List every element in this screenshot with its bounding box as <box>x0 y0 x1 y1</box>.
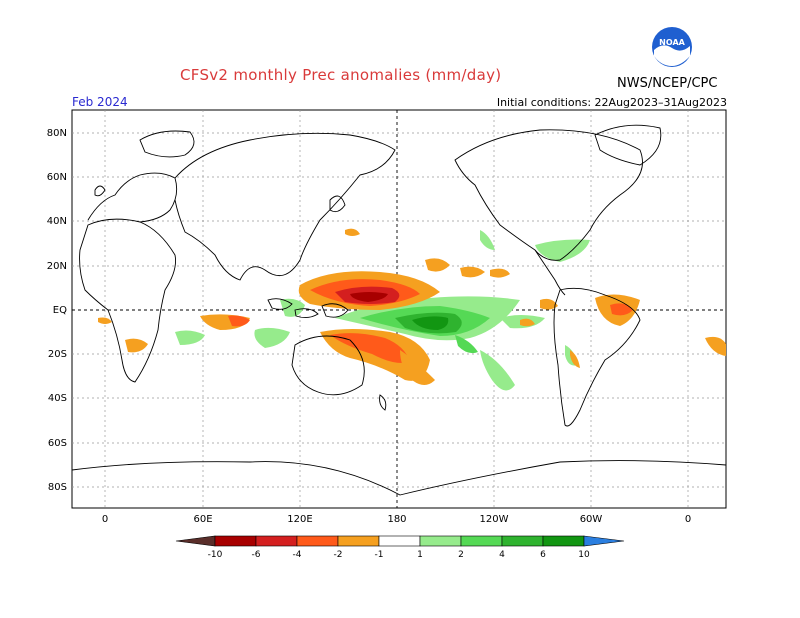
colorbar-swatch <box>296 535 339 547</box>
colorbar-swatch <box>175 535 216 547</box>
lon-label: 0 <box>102 514 108 525</box>
colorbar-swatch <box>460 535 503 547</box>
lon-label: 120E <box>287 514 312 525</box>
lat-label: 60S <box>48 438 67 449</box>
colorbar-label: -2 <box>334 550 343 560</box>
lat-label: EQ <box>53 305 67 316</box>
lat-label: 20N <box>47 261 67 272</box>
lat-label: 40S <box>48 393 67 404</box>
colorbar-label: 2 <box>458 550 464 560</box>
colorbar-label: 10 <box>578 550 590 560</box>
colorbar-swatch <box>378 535 421 547</box>
agency-label: NWS/NCEP/CPC <box>617 76 718 91</box>
precip-anomaly-shading <box>98 228 726 391</box>
forecast-period: Feb 2024 <box>72 95 128 109</box>
colorbar <box>175 535 625 547</box>
colorbar-label: 4 <box>499 550 505 560</box>
lat-label: 20S <box>48 349 67 360</box>
lat-label: 60N <box>47 172 67 183</box>
lon-label: 180 <box>387 514 406 525</box>
lat-label: 40N <box>47 216 67 227</box>
map-title: CFSv2 monthly Prec anomalies (mm/day) <box>180 66 502 84</box>
lon-label: 0 <box>685 514 691 525</box>
colorbar-swatch <box>419 535 462 547</box>
colorbar-label: -10 <box>208 550 223 560</box>
colorbar-swatch <box>542 535 585 547</box>
colorbar-swatch <box>255 535 298 547</box>
colorbar-label: -6 <box>252 550 261 560</box>
colorbar-label: 6 <box>540 550 546 560</box>
coastlines <box>72 124 726 496</box>
lat-label: 80N <box>47 128 67 139</box>
lon-label: 60E <box>193 514 212 525</box>
colorbar-label: 1 <box>417 550 423 560</box>
colorbar-label: -1 <box>375 550 384 560</box>
colorbar-swatch <box>214 535 257 547</box>
colorbar-label: -4 <box>293 550 302 560</box>
lon-label: 60W <box>580 514 603 525</box>
svg-text:NOAA: NOAA <box>659 38 685 47</box>
initial-conditions: Initial conditions: 22Aug2023–31Aug2023 <box>496 96 727 109</box>
noaa-logo: NOAA <box>651 26 693 68</box>
colorbar-swatch <box>583 535 625 547</box>
lon-label: 120W <box>480 514 509 525</box>
lat-label: 80S <box>48 482 67 493</box>
colorbar-swatch <box>501 535 544 547</box>
colorbar-swatch <box>337 535 380 547</box>
